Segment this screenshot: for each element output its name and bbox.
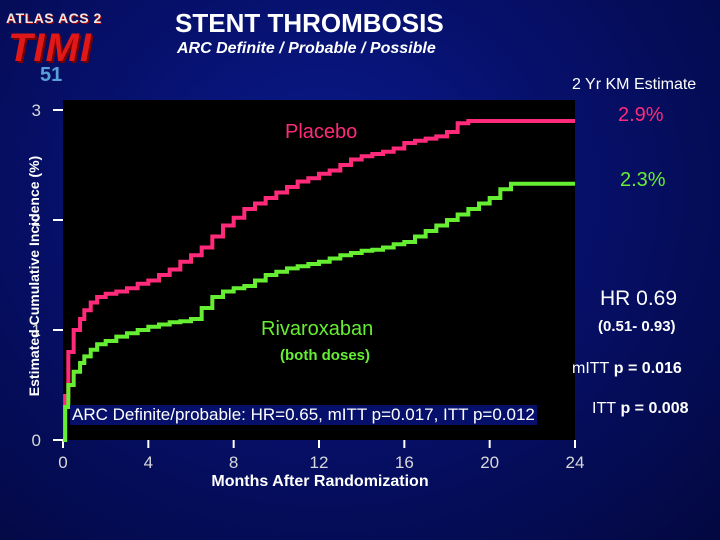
y-tick-label: 0 bbox=[32, 431, 41, 450]
logo-number-text: 51 bbox=[40, 64, 63, 86]
plot-area bbox=[63, 100, 575, 440]
mitt-pvalue: mITT p = 0.016 bbox=[572, 360, 682, 378]
x-tick-label: 12 bbox=[310, 453, 329, 472]
arc-definite-note: ARC Definite/probable: HR=0.65, mITT p=0… bbox=[70, 405, 537, 425]
series-line-rivaroxaban bbox=[63, 181, 575, 442]
rivaroxaban-label: Rivaroxaban bbox=[261, 318, 374, 340]
x-tick-label: 24 bbox=[566, 453, 585, 472]
series-line-placebo bbox=[63, 119, 575, 442]
placebo-label: Placebo bbox=[285, 121, 358, 143]
slide-title: STENT THROMBOSIS bbox=[175, 8, 444, 38]
placebo-estimate: 2.9% bbox=[618, 104, 664, 126]
itt-p: p = 0.008 bbox=[620, 400, 689, 417]
y-tick-label: 2 bbox=[32, 211, 41, 230]
itt-label: ITT bbox=[592, 400, 616, 417]
mitt-label: mITT bbox=[572, 360, 610, 377]
logo-timi-text: TIMI bbox=[8, 26, 92, 70]
x-tick-label: 4 bbox=[144, 453, 153, 472]
y-tick-label: 1 bbox=[32, 321, 41, 340]
logo-atlas-text: ATLAS ACS 2 bbox=[6, 10, 102, 26]
x-tick-label: 16 bbox=[395, 453, 414, 472]
itt-pvalue: ITT p = 0.008 bbox=[592, 400, 689, 418]
x-tick-label: 20 bbox=[480, 453, 499, 472]
mitt-p: p = 0.016 bbox=[613, 360, 682, 377]
slide-subtitle: ARC Definite / Probable / Possible bbox=[177, 40, 436, 57]
x-tick-label: 0 bbox=[58, 453, 67, 472]
km-estimate-header: 2 Yr KM Estimate bbox=[572, 76, 697, 93]
x-axis-label: Months After Randomization bbox=[211, 473, 429, 490]
both-doses-label: (both doses) bbox=[280, 347, 370, 364]
rivaroxaban-estimate: 2.3% bbox=[620, 169, 666, 191]
confidence-interval: (0.51- 0.93) bbox=[598, 318, 676, 335]
y-tick-label: 3 bbox=[32, 101, 41, 120]
x-tick-label: 8 bbox=[229, 453, 238, 472]
y-axis-label: Estimated Cumulative Incidence (%) bbox=[26, 155, 42, 397]
hazard-ratio: HR 0.69 bbox=[600, 287, 678, 310]
